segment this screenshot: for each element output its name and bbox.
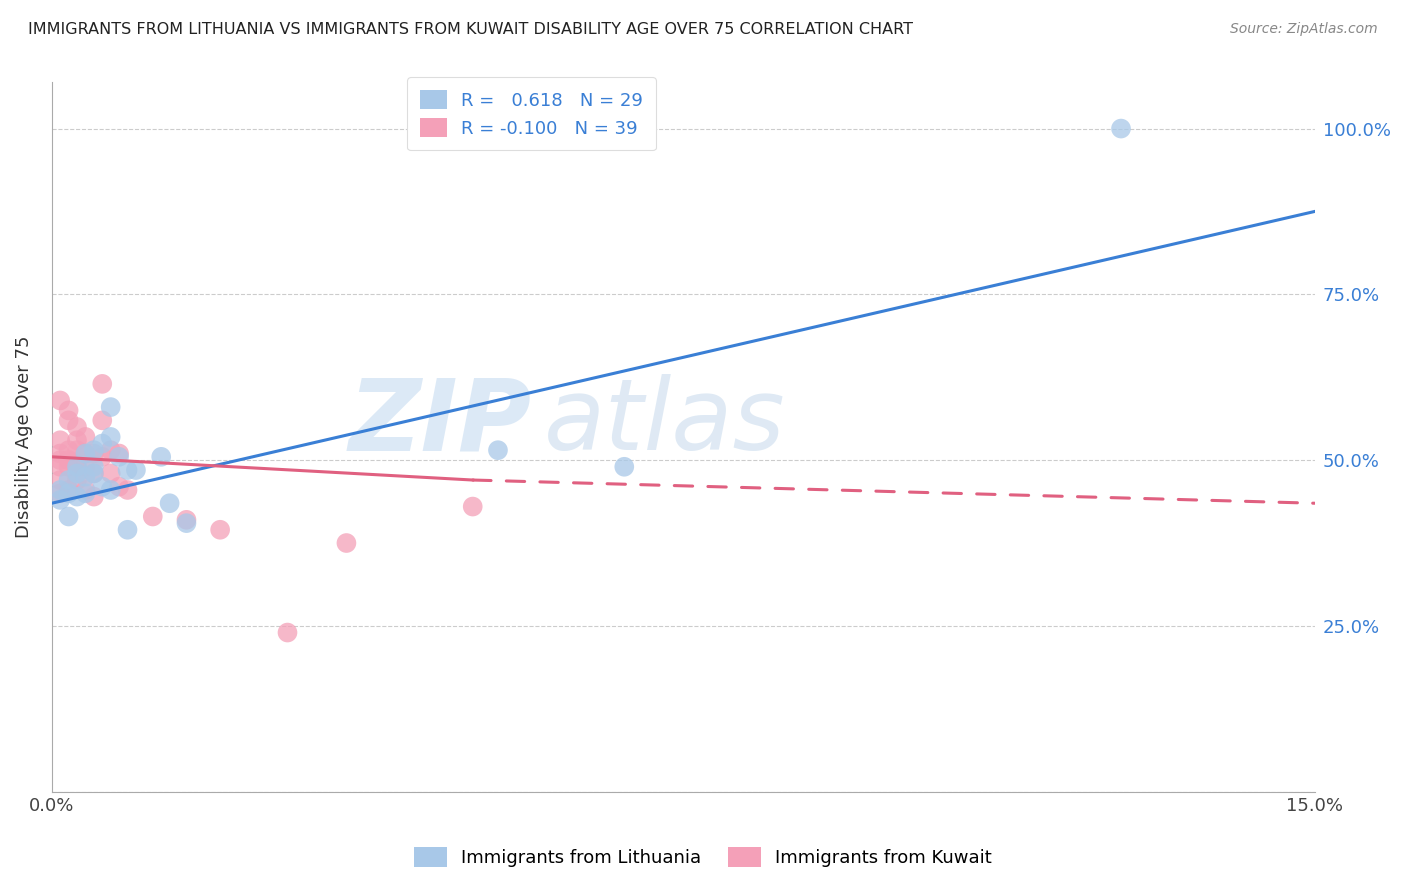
Point — [49, 486, 72, 500]
Point — [100, 400, 122, 414]
Point — [66, 443, 89, 458]
Point — [91, 450, 114, 464]
Point — [142, 509, 165, 524]
Point — [100, 483, 122, 497]
Point — [58, 483, 80, 497]
Point — [91, 436, 114, 450]
Point — [49, 434, 72, 448]
Point — [125, 463, 148, 477]
Point — [100, 467, 122, 481]
Point — [91, 376, 114, 391]
Point — [91, 413, 114, 427]
Point — [83, 459, 105, 474]
Point — [209, 523, 232, 537]
Point — [66, 459, 89, 474]
Point — [58, 413, 80, 427]
Point — [150, 450, 173, 464]
Point — [335, 536, 357, 550]
Point — [108, 446, 131, 460]
Point — [83, 467, 105, 481]
Point — [83, 443, 105, 458]
Point — [66, 420, 89, 434]
Point — [66, 459, 89, 474]
Point — [49, 492, 72, 507]
Point — [276, 625, 298, 640]
Point — [66, 473, 89, 487]
Point — [58, 453, 80, 467]
Point — [75, 483, 97, 497]
Point — [75, 446, 97, 460]
Legend: R =   0.618   N = 29, R = -0.100   N = 39: R = 0.618 N = 29, R = -0.100 N = 39 — [408, 77, 657, 150]
Text: atlas: atlas — [544, 375, 786, 471]
Text: IMMIGRANTS FROM LITHUANIA VS IMMIGRANTS FROM KUWAIT DISABILITY AGE OVER 75 CORRE: IMMIGRANTS FROM LITHUANIA VS IMMIGRANTS … — [28, 22, 912, 37]
Point — [83, 467, 105, 481]
Point — [75, 469, 97, 483]
Point — [58, 473, 80, 487]
Legend: Immigrants from Lithuania, Immigrants from Kuwait: Immigrants from Lithuania, Immigrants fr… — [406, 839, 1000, 874]
Point — [75, 446, 97, 460]
Point — [49, 393, 72, 408]
Y-axis label: Disability Age Over 75: Disability Age Over 75 — [15, 335, 32, 538]
Point — [66, 467, 89, 481]
Point — [176, 516, 198, 530]
Point — [58, 509, 80, 524]
Point — [58, 459, 80, 474]
Point — [100, 443, 122, 458]
Text: Source: ZipAtlas.com: Source: ZipAtlas.com — [1230, 22, 1378, 37]
Point — [117, 463, 139, 477]
Point — [100, 430, 122, 444]
Point — [91, 480, 114, 494]
Point — [49, 473, 72, 487]
Point — [117, 483, 139, 497]
Point — [1109, 121, 1132, 136]
Point — [108, 450, 131, 464]
Point — [75, 486, 97, 500]
Point — [83, 490, 105, 504]
Point — [83, 446, 105, 460]
Point — [58, 403, 80, 417]
Point — [49, 483, 72, 497]
Point — [49, 459, 72, 474]
Point — [58, 486, 80, 500]
Point — [75, 459, 97, 474]
Point — [108, 480, 131, 494]
Point — [66, 490, 89, 504]
Text: ZIP: ZIP — [349, 375, 531, 471]
Point — [117, 523, 139, 537]
Point — [49, 453, 72, 467]
Point — [75, 430, 97, 444]
Point — [613, 459, 636, 474]
Point — [486, 443, 509, 458]
Point — [461, 500, 484, 514]
Point — [159, 496, 181, 510]
Point — [58, 443, 80, 458]
Point — [66, 434, 89, 448]
Point — [176, 513, 198, 527]
Point — [49, 446, 72, 460]
